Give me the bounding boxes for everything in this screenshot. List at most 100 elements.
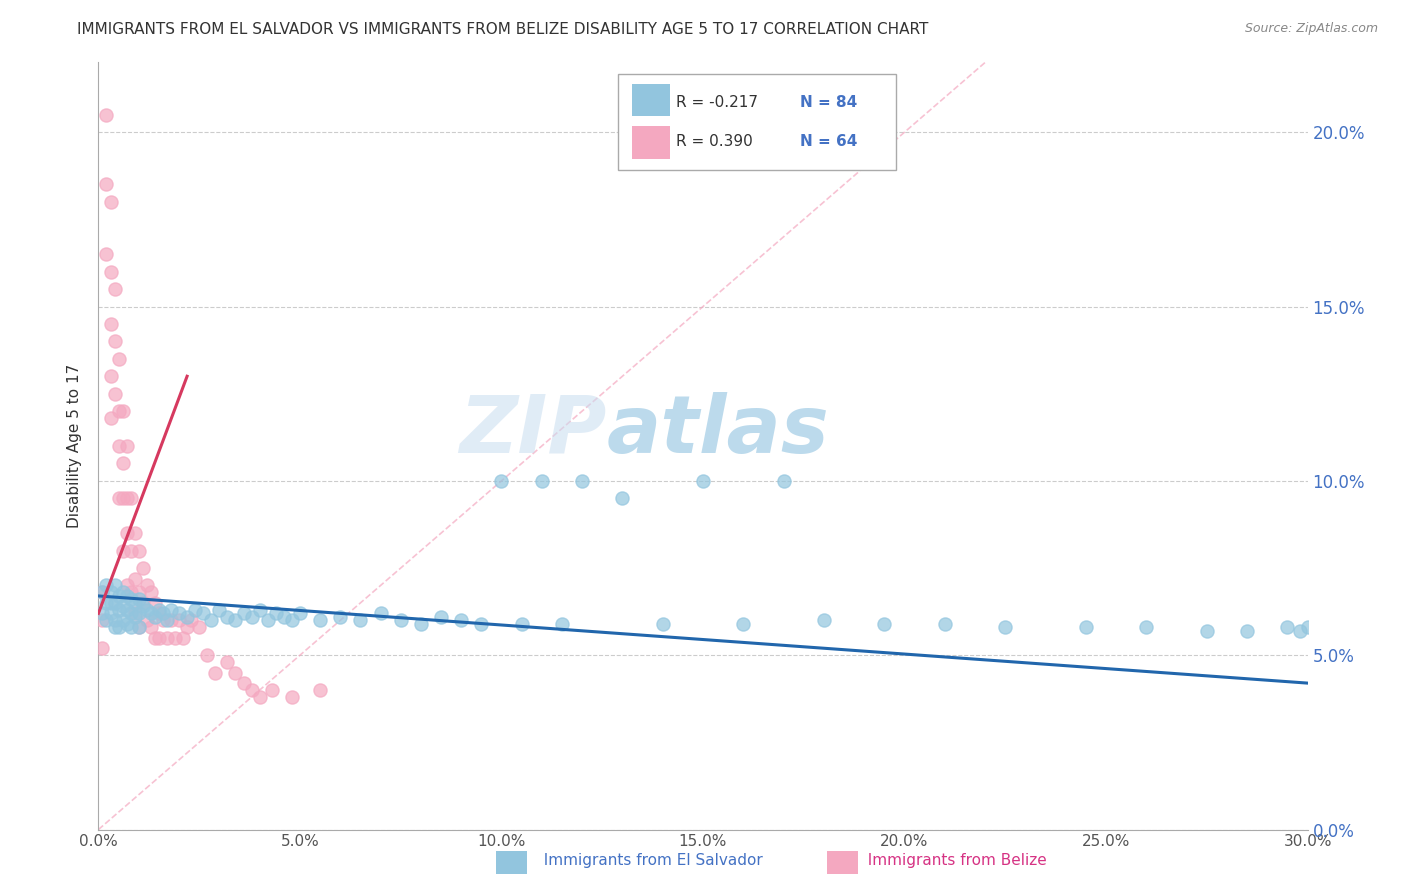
Point xyxy=(510,616,533,631)
Text: IMMIGRANTS FROM EL SALVADOR VS IMMIGRANTS FROM BELIZE DISABILITY AGE 5 TO 17 COR: IMMIGRANTS FROM EL SALVADOR VS IMMIGRANT… xyxy=(77,22,929,37)
Point xyxy=(172,631,194,645)
Point xyxy=(188,620,211,634)
Point xyxy=(934,616,956,631)
Point xyxy=(100,317,122,331)
Point xyxy=(530,474,553,488)
Point xyxy=(107,589,129,603)
Point xyxy=(96,247,118,261)
Point xyxy=(115,491,138,506)
Point xyxy=(128,585,150,599)
Point xyxy=(349,613,371,627)
Point xyxy=(772,474,794,488)
Point xyxy=(103,282,125,296)
Point xyxy=(115,589,138,603)
Point xyxy=(132,596,155,610)
Point xyxy=(160,603,183,617)
Point xyxy=(100,607,122,621)
Point xyxy=(107,439,129,453)
Text: atlas: atlas xyxy=(606,392,830,470)
Point xyxy=(91,585,114,599)
Point xyxy=(111,613,134,627)
Point xyxy=(115,526,138,541)
Point xyxy=(217,610,239,624)
Point xyxy=(180,613,202,627)
Point xyxy=(651,616,673,631)
Point xyxy=(329,610,352,624)
Point xyxy=(450,613,472,627)
Point xyxy=(111,585,134,599)
Point xyxy=(115,578,138,592)
Point xyxy=(128,620,150,634)
Point xyxy=(124,607,146,621)
Point xyxy=(91,585,114,599)
Point xyxy=(1288,624,1310,638)
Point xyxy=(264,607,287,621)
Point xyxy=(103,578,125,592)
Point xyxy=(240,683,263,698)
Point xyxy=(100,585,122,599)
Point xyxy=(100,369,122,384)
Point xyxy=(107,603,129,617)
Point xyxy=(107,404,129,418)
Point xyxy=(256,613,278,627)
Point xyxy=(135,603,157,617)
Point xyxy=(692,474,714,488)
Point xyxy=(103,620,125,634)
Point xyxy=(163,631,186,645)
Point xyxy=(96,578,118,592)
Text: R = 0.390: R = 0.390 xyxy=(676,134,754,149)
Point xyxy=(1135,620,1157,634)
Point xyxy=(184,603,207,617)
Point xyxy=(1236,624,1258,638)
Point xyxy=(281,690,304,704)
Point xyxy=(96,108,118,122)
Point xyxy=(612,491,634,506)
Point xyxy=(124,596,146,610)
Point xyxy=(132,561,155,575)
Point xyxy=(111,599,134,614)
Point xyxy=(139,585,162,599)
Point xyxy=(148,631,170,645)
Point xyxy=(491,474,513,488)
Text: ZIP: ZIP xyxy=(458,392,606,470)
Point xyxy=(208,603,231,617)
Point xyxy=(143,596,166,610)
Point xyxy=(128,620,150,634)
Point xyxy=(128,543,150,558)
Point xyxy=(370,607,392,621)
Point xyxy=(128,607,150,621)
Point xyxy=(1296,620,1319,634)
Point xyxy=(152,613,174,627)
Point xyxy=(107,351,129,366)
Point xyxy=(873,616,896,631)
Point xyxy=(281,613,304,627)
Point xyxy=(224,665,246,680)
Point xyxy=(224,613,246,627)
Point xyxy=(115,603,138,617)
Point xyxy=(124,526,146,541)
Point xyxy=(260,683,283,698)
Point xyxy=(167,613,190,627)
Point xyxy=(994,620,1017,634)
Point xyxy=(217,655,239,669)
Point xyxy=(135,613,157,627)
Point xyxy=(100,265,122,279)
Point xyxy=(111,543,134,558)
Point xyxy=(200,613,222,627)
Point xyxy=(195,648,218,663)
Point xyxy=(96,178,118,192)
Point xyxy=(111,457,134,471)
Point xyxy=(232,676,254,690)
Point xyxy=(91,607,114,621)
Point xyxy=(124,572,146,586)
Point xyxy=(156,613,179,627)
Point xyxy=(91,641,114,656)
Point xyxy=(103,386,125,401)
Point xyxy=(96,596,118,610)
Point xyxy=(156,631,179,645)
Point xyxy=(148,607,170,621)
Point xyxy=(176,620,198,634)
Point xyxy=(309,613,332,627)
Point xyxy=(96,613,118,627)
Point xyxy=(103,334,125,349)
